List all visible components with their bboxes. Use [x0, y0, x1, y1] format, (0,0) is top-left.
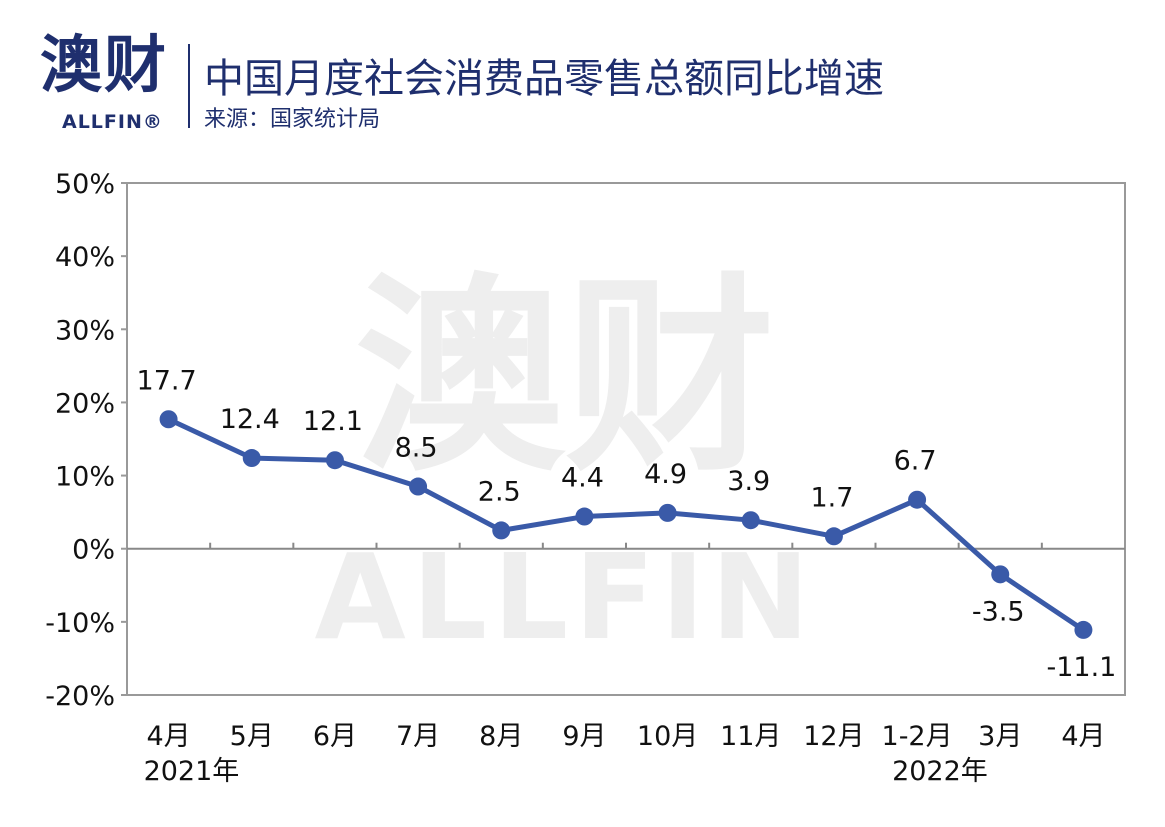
- data-point: [159, 410, 178, 429]
- x-tick-label: 11月: [720, 721, 781, 752]
- y-tick-label: 30%: [55, 315, 115, 346]
- data-point: [908, 490, 927, 509]
- data-label: 8.5: [395, 433, 438, 464]
- data-point: [575, 507, 594, 526]
- plot-frame: [126, 182, 1126, 696]
- chart-title: 中国月度社会消费品零售总额同比增速: [204, 56, 884, 102]
- x-tick-label: 4月: [146, 721, 190, 752]
- brand-logo-subtitle: ALLFIN®: [62, 111, 163, 133]
- data-point: [658, 503, 677, 522]
- data-label: 2.5: [478, 476, 521, 507]
- data-label: 17.7: [137, 365, 197, 396]
- y-tick-label: 0%: [72, 535, 115, 566]
- watermark: 澳财 ALLFIN: [315, 255, 816, 666]
- x-tick-label: 8月: [479, 721, 523, 752]
- data-label: 6.7: [894, 446, 937, 477]
- data-point: [492, 521, 511, 540]
- x-year-label: 2021年: [144, 756, 240, 787]
- y-tick-label: -20%: [45, 681, 115, 712]
- data-label: 1.7: [810, 482, 853, 513]
- data-point: [741, 511, 760, 530]
- data-label: -11.1: [1046, 652, 1116, 683]
- data-point: [409, 477, 428, 496]
- watermark-logo: 澳财: [355, 255, 775, 500]
- data-point: [1074, 620, 1093, 639]
- y-tick-label: 50%: [55, 169, 115, 200]
- data-point: [325, 451, 344, 470]
- x-tick-label: 9月: [562, 721, 606, 752]
- data-label: 12.4: [220, 404, 280, 435]
- chart-source: 来源：国家统计局: [204, 107, 381, 132]
- y-tick-label: 10%: [55, 462, 115, 493]
- data-label: 3.9: [727, 466, 770, 497]
- x-tick-label: 4月: [1061, 721, 1105, 752]
- x-tick-label: 12月: [803, 721, 864, 752]
- brand-logo: 澳财: [40, 28, 169, 101]
- x-tick-label: 5月: [230, 721, 274, 752]
- data-label: 4.9: [644, 459, 687, 490]
- x-tick-label: 10月: [637, 721, 698, 752]
- data-point: [242, 449, 261, 468]
- x-tick-label: 6月: [313, 721, 357, 752]
- chart-header: 澳财 ALLFIN® 中国月度社会消费品零售总额同比增速 来源：国家统计局: [0, 0, 1165, 150]
- y-tick-label: 20%: [55, 388, 115, 419]
- x-tick-label: 1-2月: [882, 721, 953, 752]
- data-label: -3.5: [972, 596, 1025, 627]
- watermark-sub: ALLFIN: [315, 528, 816, 666]
- x-tick-label: 3月: [978, 721, 1022, 752]
- series-line: [167, 416, 1085, 632]
- data-point: [824, 527, 843, 546]
- data-label: 4.4: [561, 463, 604, 494]
- x-tick-label: 7月: [396, 721, 440, 752]
- y-tick-label: 40%: [55, 242, 115, 273]
- y-tick-label: -10%: [45, 608, 115, 639]
- data-point: [991, 565, 1010, 584]
- data-label: 12.1: [303, 406, 363, 437]
- header-divider: [188, 44, 190, 128]
- x-year-label: 2022年: [892, 756, 988, 787]
